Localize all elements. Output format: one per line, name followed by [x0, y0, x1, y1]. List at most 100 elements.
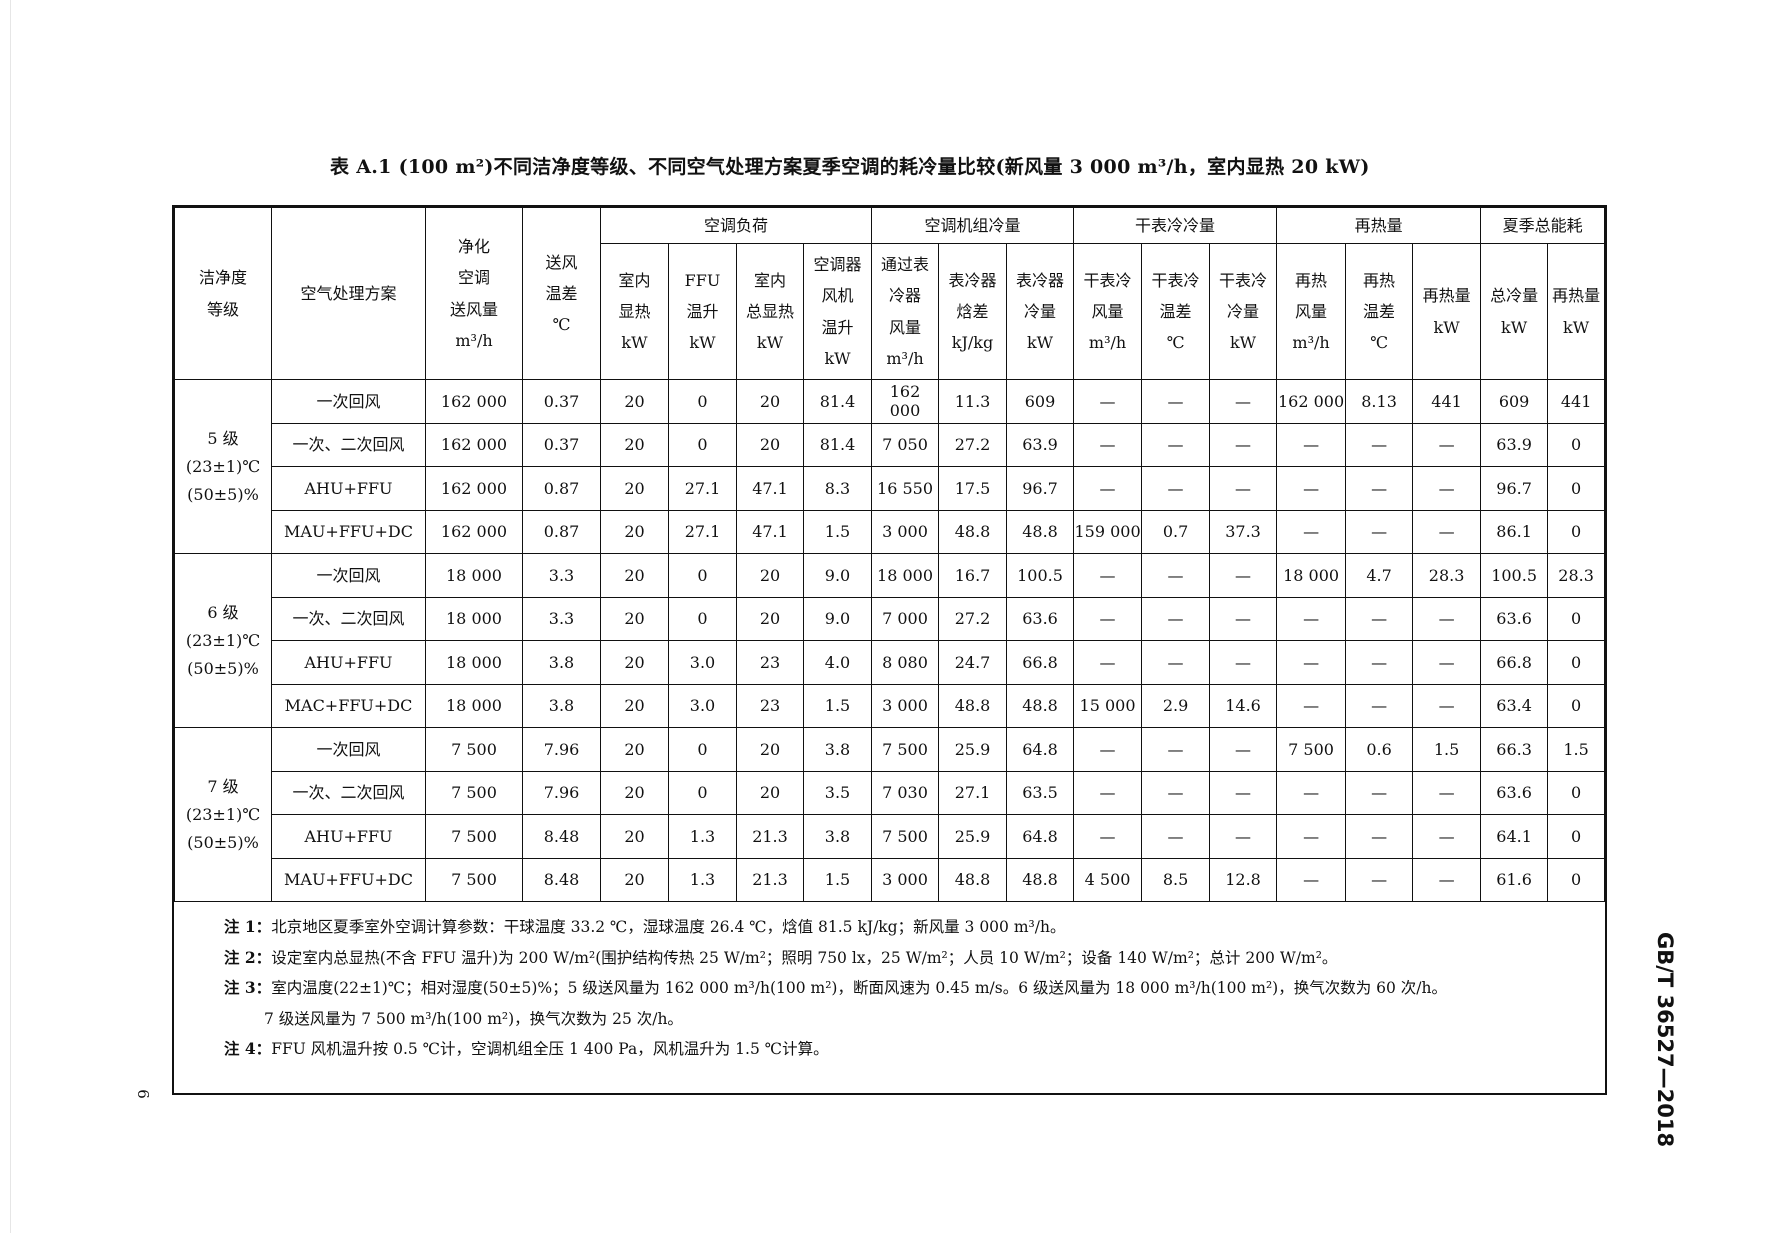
value-cell: 25.9: [938, 814, 1008, 859]
table-row: AHU+FFU 162 000 0.87 20 27.1 47.1 8.3 16 550 17.…: [175, 466, 1606, 511]
value-cell: 4 500: [1073, 857, 1143, 902]
value-cell: 162 000: [425, 379, 523, 424]
value-cell: —: [1276, 509, 1347, 554]
value-cell: —: [1141, 422, 1211, 467]
value-cell: 63.4: [1480, 683, 1549, 728]
scheme-cell: AHU+FFU: [271, 640, 426, 685]
value-cell: —: [1345, 640, 1414, 685]
value-cell: 63.6: [1480, 770, 1549, 815]
value-cell: 0: [668, 596, 737, 641]
value-cell: 20: [736, 596, 804, 641]
group-header: 干表冷冷量: [1073, 207, 1278, 244]
value-cell: —: [1073, 379, 1143, 424]
value-cell: —: [1276, 422, 1347, 467]
value-cell: 9.0: [802, 553, 873, 598]
value-cell: 14.6: [1209, 683, 1278, 728]
value-cell: 20: [600, 727, 669, 772]
value-cell: 0.7: [1141, 509, 1211, 554]
value-cell: 0: [1547, 857, 1606, 902]
value-cell: —: [1141, 640, 1211, 685]
value-cell: 96.7: [1480, 466, 1549, 511]
column-header: 再热量 kW: [1412, 243, 1482, 380]
value-cell: 7 050: [871, 422, 940, 467]
value-cell: —: [1141, 379, 1211, 424]
value-cell: 66.8: [1006, 640, 1075, 685]
note: 注 4：FFU 风机温升按 0.5 ℃计，空调机组全压 1 400 Pa，风机温…: [224, 1034, 1447, 1065]
column-header: 再热 风量 m³/h: [1276, 243, 1347, 380]
scheme-cell: 一次回风: [271, 379, 426, 424]
table-row: MAC+FFU+DC 18 000 3.8 20 3.0 23 1.5 3 000 48.8 48…: [175, 683, 1606, 728]
value-cell: 609: [1006, 379, 1075, 424]
value-cell: 8.3: [802, 466, 873, 511]
value-cell: 4.0: [802, 640, 873, 685]
value-cell: 8.48: [522, 814, 601, 859]
value-cell: 15 000: [1073, 683, 1143, 728]
table-row: AHU+FFU 7 500 8.48 20 1.3 21.3 3.8 7 500 25.9 64.…: [175, 814, 1606, 859]
value-cell: 20: [600, 683, 669, 728]
value-cell: —: [1209, 466, 1278, 511]
value-cell: 7 500: [1276, 727, 1347, 772]
standard-id: GB/T 36527—2018: [1653, 932, 1677, 1148]
value-cell: 3.3: [522, 553, 601, 598]
cleanliness-grade-cell: 5 级 (23±1)℃ (50±5)%: [174, 379, 272, 554]
value-cell: 96.7: [1006, 466, 1075, 511]
value-cell: 23: [736, 683, 804, 728]
value-cell: 20: [600, 422, 669, 467]
value-cell: 20: [600, 509, 669, 554]
value-cell: 48.8: [1006, 683, 1075, 728]
table-row: 一次、二次回风 7 500 7.96 20 0 20 3.5 7 030 27.1 63.5— — —…: [175, 770, 1606, 815]
value-cell: —: [1412, 596, 1482, 641]
value-cell: —: [1209, 379, 1278, 424]
scheme-cell: MAC+FFU+DC: [271, 683, 426, 728]
value-cell: 0: [1547, 509, 1606, 554]
value-cell: 0.6: [1345, 727, 1414, 772]
value-cell: —: [1276, 857, 1347, 902]
value-cell: 0.37: [522, 379, 601, 424]
table-row: MAU+FFU+DC 7 500 8.48 20 1.3 21.3 1.5 3 000 48.8…: [175, 857, 1606, 902]
value-cell: 64.8: [1006, 727, 1075, 772]
value-cell: 0: [668, 379, 737, 424]
value-cell: 7 500: [425, 814, 523, 859]
value-cell: —: [1412, 683, 1482, 728]
value-cell: 66.8: [1480, 640, 1549, 685]
value-cell: 18 000: [871, 553, 940, 598]
scheme-cell: 一次、二次回风: [271, 596, 426, 641]
value-cell: —: [1276, 596, 1347, 641]
group-header: 夏季总能耗: [1480, 207, 1606, 244]
value-cell: 0.87: [522, 466, 601, 511]
value-cell: 3.8: [522, 640, 601, 685]
note-label: 注 3：: [224, 978, 272, 997]
value-cell: 20: [600, 466, 669, 511]
value-cell: 63.6: [1006, 596, 1075, 641]
value-cell: 441: [1547, 379, 1606, 424]
note-text: 北京地区夏季室外空调计算参数：干球温度 33.2 ℃，湿球温度 26.4 ℃，焓…: [271, 918, 1066, 936]
value-cell: —: [1345, 683, 1414, 728]
value-cell: 20: [600, 553, 669, 598]
value-cell: 8.48: [522, 857, 601, 902]
value-cell: —: [1412, 770, 1482, 815]
column-header: 通过表 冷器 风量 m³/h: [871, 243, 940, 380]
value-cell: 81.4: [802, 422, 873, 467]
value-cell: —: [1209, 727, 1278, 772]
value-cell: —: [1073, 640, 1143, 685]
value-cell: 7.96: [522, 770, 601, 815]
value-cell: 63.5: [1006, 770, 1075, 815]
value-cell: 159 000: [1073, 509, 1143, 554]
table-row: 6 级 (23±1)℃ (50±5)% 一次回风 18 000 3.3 20 0 20 9.0…: [174, 553, 1606, 728]
scheme-cell: 一次回风: [271, 553, 426, 598]
value-cell: 17.5: [938, 466, 1008, 511]
group-header: 再热量: [1276, 207, 1482, 244]
note: 注 3：室内温度(22±1)℃；相对湿度(50±5)%；5 级送风量为 162 …: [224, 973, 1447, 1004]
value-cell: —: [1345, 814, 1414, 859]
column-header: 空调器 风机 温升 kW: [802, 243, 873, 380]
value-cell: 16.7: [938, 553, 1008, 598]
value-cell: —: [1276, 466, 1347, 511]
column-header: 室内 总显热 kW: [736, 243, 804, 380]
value-cell: 27.1: [668, 509, 737, 554]
value-cell: 3.8: [522, 683, 601, 728]
value-cell: 3.3: [522, 596, 601, 641]
value-cell: 20: [736, 422, 804, 467]
value-cell: 3 000: [871, 857, 940, 902]
scheme-cell: 一次回风: [271, 727, 426, 772]
value-cell: 1.3: [668, 857, 737, 902]
